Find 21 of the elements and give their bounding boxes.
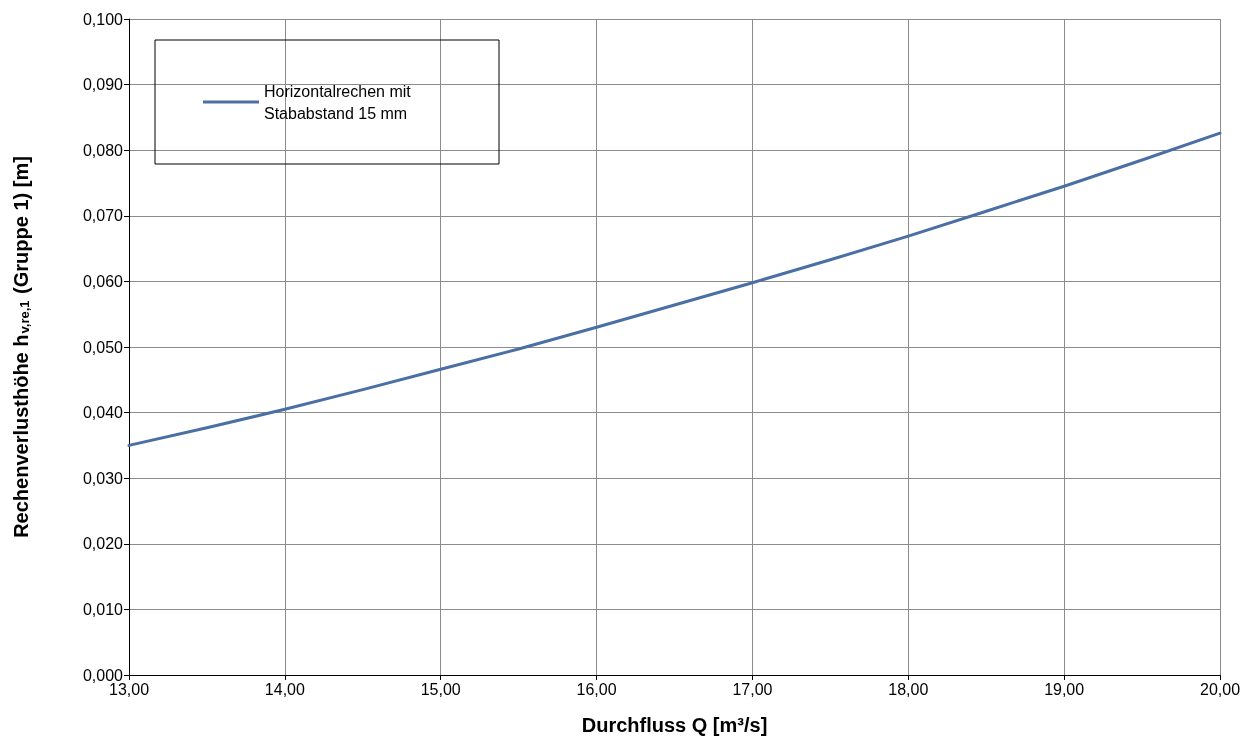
x-tick-label: 16,00	[576, 680, 617, 698]
y-tick-label: 0,030	[82, 469, 124, 487]
x-tick-label: 20,00	[1199, 680, 1241, 698]
y-tick-label: 0,010	[82, 600, 124, 618]
y-tick-label: 0,080	[82, 141, 124, 159]
legend-label: Horizontalrechen mit Stababstand 15 mm	[264, 82, 416, 122]
x-tick-label: 14,00	[264, 680, 305, 698]
line-series	[127, 131, 1222, 447]
y-tick-label: 0,040	[82, 404, 124, 422]
x-axis-title: Durchfluss Q [m³/s]	[581, 714, 768, 736]
x-tick-label: 19,00	[1044, 680, 1085, 698]
y-tick-label: 0,090	[82, 76, 124, 94]
y-tick-label: 0,060	[82, 272, 124, 290]
x-tick-label: 18,00	[888, 680, 929, 698]
x-tick-label: 15,00	[420, 680, 461, 698]
x-tick-label: 17,00	[732, 680, 773, 698]
y-tick-label: 0,020	[82, 535, 124, 553]
y-tick-label: 0,100	[82, 10, 124, 28]
y-tick-label: 0,070	[82, 207, 124, 225]
y-axis-title: Rechenverlusthöhe hv,re,1 (Gruppe 1) [m]	[10, 156, 32, 538]
y-tick-label: 0,050	[82, 338, 124, 356]
